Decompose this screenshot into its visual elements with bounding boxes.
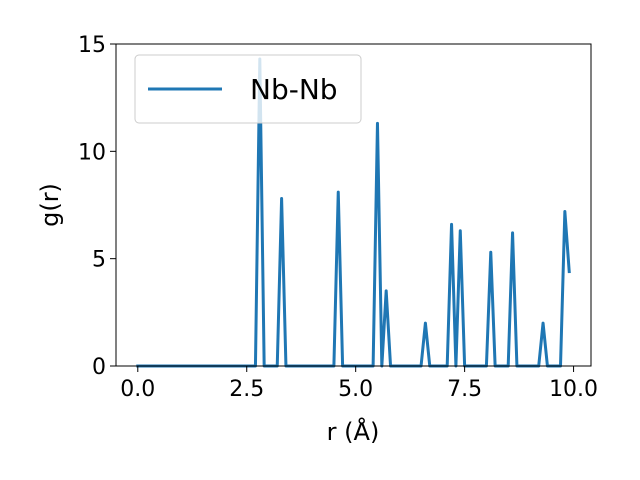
y-axis-ticks: 0 5 10 15	[78, 33, 116, 380]
x-tick-label: 10.0	[549, 377, 598, 402]
plot-frame	[115, 43, 592, 367]
x-tick-label: 0.0	[120, 377, 155, 402]
x-tick-label: 7.5	[447, 377, 482, 402]
legend-label: Nb-Nb	[250, 73, 338, 106]
legend-box	[134, 54, 362, 124]
y-tick-label: 15	[78, 33, 106, 58]
x-axis-label: r (Å)	[327, 417, 380, 446]
x-tick-label: 2.5	[229, 377, 264, 402]
y-axis-label: g(r)	[36, 183, 64, 227]
y-tick-label: 0	[92, 355, 106, 380]
x-axis-ticks: 0.0 2.5 5.0 7.5 10.0	[120, 366, 598, 402]
y-tick-label: 5	[92, 248, 106, 273]
y-tick-label: 10	[78, 140, 106, 165]
x-tick-label: 5.0	[338, 377, 373, 402]
legend: Nb-Nb	[134, 54, 362, 124]
